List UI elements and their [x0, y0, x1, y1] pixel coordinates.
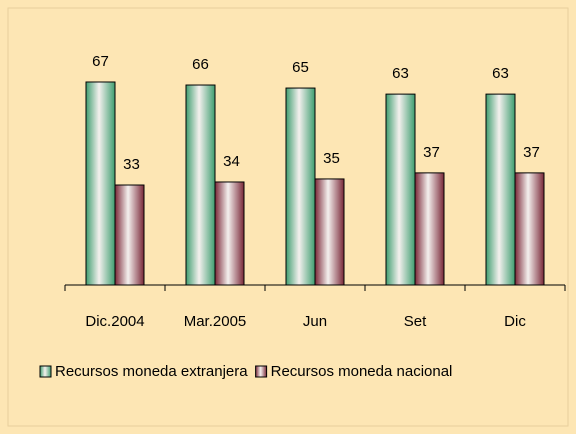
- legend-swatch: [255, 365, 268, 378]
- x-tick-label: Dic.2004: [85, 313, 144, 330]
- data-label: 65: [292, 59, 309, 76]
- bar: [185, 84, 216, 286]
- x-tick-label: Jun: [303, 313, 327, 330]
- data-label: 63: [392, 65, 409, 82]
- bar: [385, 93, 416, 286]
- data-label: 66: [192, 56, 209, 73]
- data-label: 67: [92, 53, 109, 70]
- legend-label: Recursos moneda extranjera: [55, 363, 248, 380]
- x-tick-label: Dic: [504, 313, 526, 330]
- legend-swatch: [39, 365, 52, 378]
- legend-label: Recursos moneda nacional: [271, 363, 453, 380]
- data-label: 33: [123, 156, 140, 173]
- data-label: 37: [423, 144, 440, 161]
- data-label: 37: [523, 144, 540, 161]
- bar: [485, 93, 516, 286]
- bar: [114, 184, 145, 286]
- bar: [285, 87, 316, 286]
- bar: [314, 178, 345, 286]
- data-label: 34: [223, 153, 240, 170]
- bar: [414, 172, 445, 286]
- bar: [514, 172, 545, 286]
- data-label: 35: [323, 150, 340, 167]
- bar: [85, 81, 116, 286]
- x-tick-label: Set: [404, 313, 427, 330]
- data-label: 63: [492, 65, 509, 82]
- frame: [7, 7, 569, 427]
- bar: [214, 181, 245, 286]
- x-tick-label: Mar.2005: [184, 313, 247, 330]
